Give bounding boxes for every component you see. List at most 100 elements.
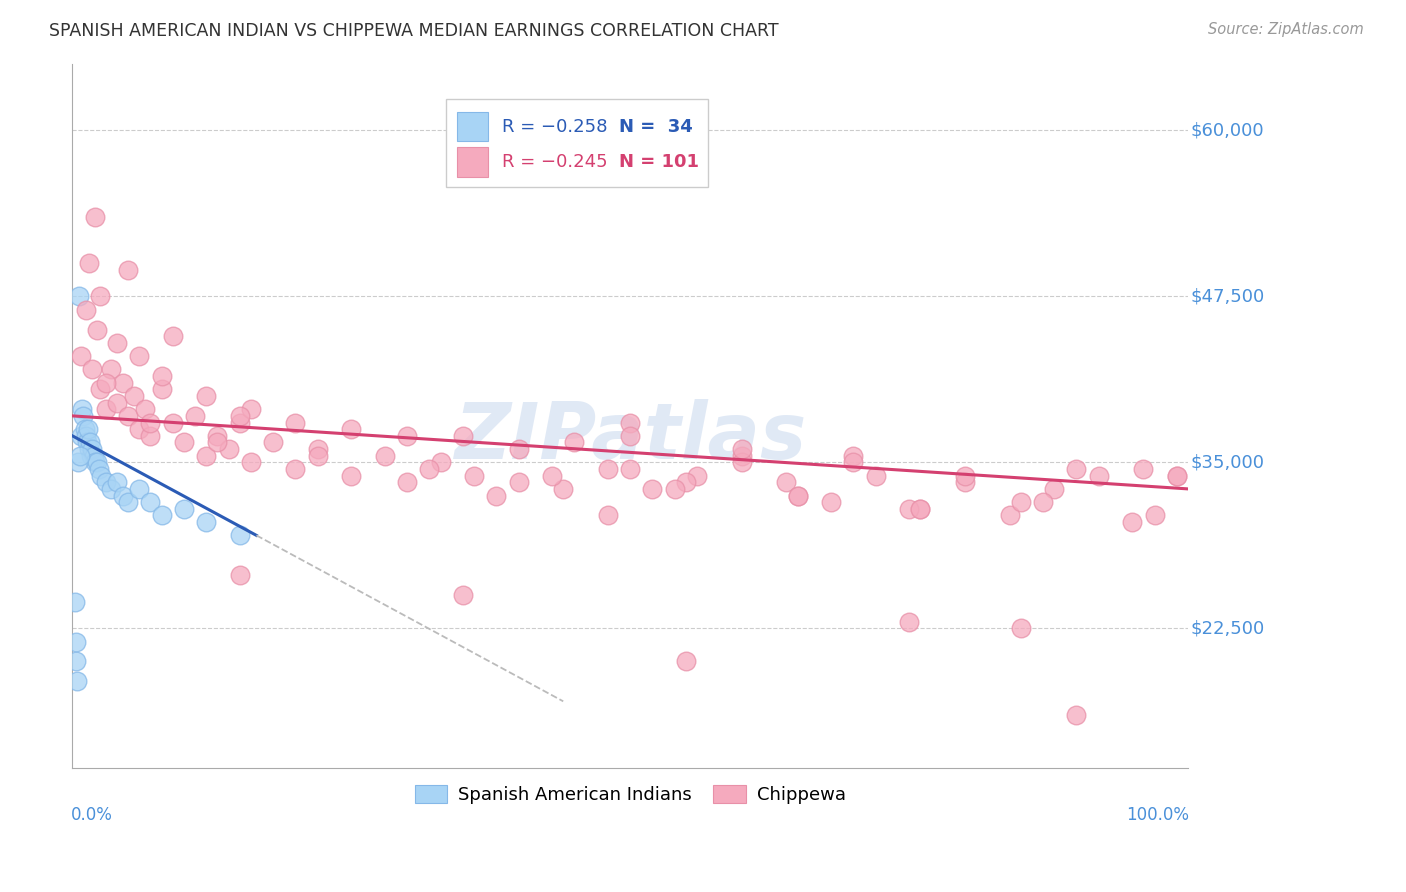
Point xyxy=(111,489,134,503)
Point xyxy=(89,382,111,396)
Point xyxy=(82,362,104,376)
Point xyxy=(69,449,91,463)
Point xyxy=(953,468,976,483)
Text: SPANISH AMERICAN INDIAN VS CHIPPEWA MEDIAN EARNINGS CORRELATION CHART: SPANISH AMERICAN INDIAN VS CHIPPEWA MEDI… xyxy=(49,22,779,40)
Point xyxy=(122,389,145,403)
Point xyxy=(76,435,98,450)
Point xyxy=(675,655,697,669)
Point xyxy=(239,455,262,469)
Point xyxy=(134,402,156,417)
Point xyxy=(786,489,808,503)
Point xyxy=(150,369,173,384)
Point xyxy=(63,595,86,609)
Text: 100.0%: 100.0% xyxy=(1126,806,1189,824)
Point xyxy=(128,422,150,436)
Point xyxy=(66,455,89,469)
Point xyxy=(162,416,184,430)
Point xyxy=(65,634,87,648)
Point xyxy=(79,435,101,450)
Point xyxy=(898,615,921,629)
Text: 0.0%: 0.0% xyxy=(72,806,112,824)
Point xyxy=(70,349,93,363)
Point xyxy=(284,416,307,430)
Point xyxy=(553,482,575,496)
Point xyxy=(70,429,93,443)
Point xyxy=(173,435,195,450)
Point xyxy=(87,462,110,476)
Point xyxy=(541,468,564,483)
Point xyxy=(89,289,111,303)
Point xyxy=(451,588,474,602)
Point xyxy=(195,389,218,403)
Point xyxy=(94,475,117,490)
Point xyxy=(73,422,96,436)
Point xyxy=(429,455,451,469)
Point xyxy=(239,402,262,417)
Point xyxy=(207,435,229,450)
Point xyxy=(139,429,162,443)
Point xyxy=(820,495,842,509)
Point xyxy=(910,501,932,516)
Point xyxy=(898,501,921,516)
Point xyxy=(150,382,173,396)
Point xyxy=(307,442,329,456)
Point xyxy=(775,475,797,490)
Point xyxy=(1032,495,1054,509)
Text: N = 101: N = 101 xyxy=(619,153,699,171)
Text: $60,000: $60,000 xyxy=(1191,121,1264,139)
Point xyxy=(463,468,485,483)
Point xyxy=(83,449,105,463)
Point xyxy=(184,409,207,423)
Point xyxy=(150,508,173,523)
Point xyxy=(195,449,218,463)
Point xyxy=(228,409,250,423)
Text: N =  34: N = 34 xyxy=(619,118,693,136)
Point xyxy=(1166,468,1188,483)
Point xyxy=(83,455,105,469)
Point xyxy=(94,376,117,390)
Bar xyxy=(457,147,488,177)
Point xyxy=(94,402,117,417)
Point xyxy=(105,395,128,409)
Point xyxy=(842,449,865,463)
Point xyxy=(396,475,419,490)
Text: R = −0.245: R = −0.245 xyxy=(502,153,607,171)
Point xyxy=(207,429,229,443)
Point xyxy=(731,449,754,463)
Point xyxy=(396,429,419,443)
Point xyxy=(139,416,162,430)
Point xyxy=(77,442,100,456)
Point xyxy=(75,302,97,317)
Point xyxy=(842,455,865,469)
Point xyxy=(86,455,108,469)
Point xyxy=(218,442,240,456)
Point xyxy=(786,489,808,503)
Point xyxy=(1043,482,1066,496)
Point xyxy=(83,210,105,224)
Point xyxy=(564,435,586,450)
Point xyxy=(641,482,664,496)
Point xyxy=(72,402,94,417)
Point xyxy=(1010,621,1032,635)
Point xyxy=(228,568,250,582)
Point xyxy=(86,322,108,336)
Point xyxy=(82,442,104,456)
Point xyxy=(105,335,128,350)
Point xyxy=(100,482,122,496)
Point xyxy=(128,482,150,496)
Point xyxy=(619,462,641,476)
Point xyxy=(508,442,530,456)
Point xyxy=(731,455,754,469)
Point xyxy=(619,429,641,443)
Point xyxy=(664,482,686,496)
Point xyxy=(262,435,284,450)
Text: R = −0.258: R = −0.258 xyxy=(502,118,607,136)
Point xyxy=(865,468,887,483)
Point xyxy=(67,289,90,303)
Point xyxy=(162,329,184,343)
Point xyxy=(451,429,474,443)
Point xyxy=(66,674,89,689)
Point xyxy=(1066,462,1088,476)
Point xyxy=(340,468,363,483)
Text: ZIPatlas: ZIPatlas xyxy=(454,399,806,475)
